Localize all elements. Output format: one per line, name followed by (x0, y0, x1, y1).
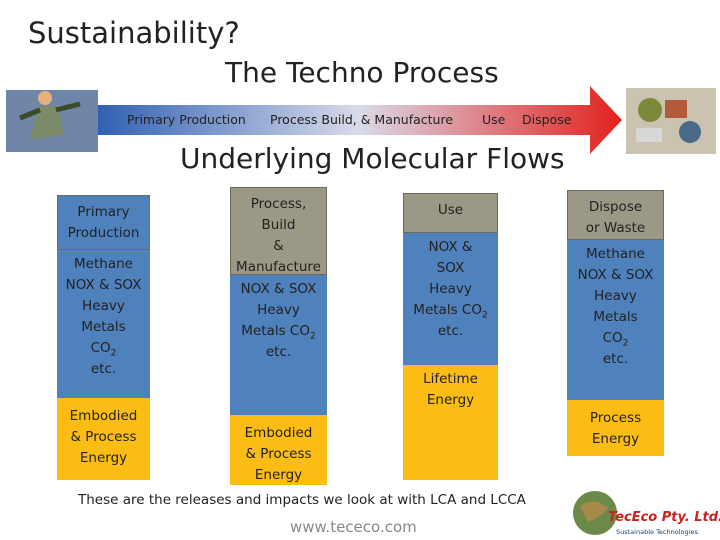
flow-text: Heavy (257, 302, 300, 318)
process-graphic (6, 86, 716, 154)
flow-text: Use (437, 202, 464, 218)
flow-text: & Process (245, 446, 312, 462)
flow-box: NOX & SOX Heavy Metals CO2 etc. (230, 275, 327, 415)
flow-text: Dispose (588, 199, 643, 215)
subscript: 2 (622, 338, 629, 349)
subscript: 2 (110, 348, 117, 359)
flow-box: Dispose or Waste (567, 190, 664, 240)
flow-text: & Process (70, 429, 137, 445)
flow-box: Process Energy (567, 400, 664, 456)
arrow-label: Dispose (522, 112, 572, 127)
flow-text: Heavy (429, 281, 472, 297)
flow-text: Energy (79, 450, 128, 466)
logo-name: TecEco Pty. Ltd. (608, 510, 720, 525)
businessman-clipart (6, 90, 98, 152)
flow-box: Use (403, 193, 498, 233)
flow-box: NOX & SOX Heavy Metals CO2 etc. (403, 233, 498, 365)
waste-clipart (626, 88, 716, 154)
flow-box: Methane NOX & SOX Heavy Metals CO2 etc. (57, 250, 150, 398)
flow-box: Lifetime Energy (403, 365, 498, 480)
flow-text: CO2 (603, 328, 629, 349)
flow-box: Embodied & Process Energy (230, 415, 327, 485)
flow-text: Energy (591, 431, 640, 447)
flow-text: or Waste (585, 220, 646, 236)
flow-text: Methane (586, 246, 645, 262)
flow-text: Energy (254, 467, 303, 483)
flow-box: Methane NOX & SOX Heavy Metals CO2 etc. (567, 240, 664, 400)
flow-text: Production (67, 225, 140, 241)
flow-box: Embodied & Process Energy (57, 398, 150, 480)
flow-box: Process, Build & Manufacture (230, 187, 327, 275)
subscript: 2 (481, 310, 488, 321)
flow-text: Metals CO2 (413, 300, 487, 321)
formula: Metals CO (241, 323, 310, 339)
flow-text: Lifetime (423, 371, 478, 387)
flow-text: Methane (74, 256, 133, 272)
flow-text: & (273, 238, 284, 254)
flow-text: Metals CO2 (241, 321, 315, 342)
flow-text: Metals (593, 309, 638, 325)
flow-text: CO2 (91, 338, 117, 359)
flow-text: etc. (437, 323, 464, 339)
flow-text: etc. (602, 351, 629, 367)
subscript: 2 (309, 331, 316, 342)
flow-text: SOX (436, 260, 465, 276)
flow-text: NOX & (428, 239, 473, 255)
flow-box: Primary Production (57, 195, 150, 250)
flow-text: NOX & SOX (65, 277, 142, 293)
flow-text: Primary (77, 204, 130, 220)
section-title: Underlying Molecular Flows (180, 142, 565, 175)
flow-text: Metals (81, 319, 126, 335)
subtitle: The Techno Process (225, 56, 499, 89)
flow-text: NOX & SOX (577, 267, 654, 283)
flow-text: Energy (426, 392, 475, 408)
flow-text: etc. (265, 344, 292, 360)
formula: CO (602, 330, 623, 346)
flow-text: etc. (90, 361, 117, 377)
arrow-label: Primary Production (127, 112, 246, 127)
formula: CO (90, 340, 111, 356)
arrow-label: Process Build, & Manufacture (270, 112, 454, 127)
formula: Metals CO (413, 302, 482, 318)
flow-text: Embodied (244, 425, 313, 441)
flow-text: Manufacture (236, 259, 321, 275)
flow-text: Heavy (594, 288, 637, 304)
logo-tagline: Sustainable Technologies (616, 528, 698, 536)
footer-note: These are the releases and impacts we lo… (78, 492, 526, 508)
flow-text: Process (589, 410, 642, 426)
flow-text: Embodied (69, 408, 138, 424)
flow-text: Process, (250, 196, 307, 212)
flow-text: Heavy (82, 298, 125, 314)
process-arrow (95, 86, 622, 154)
title: Sustainability? (28, 16, 240, 50)
flow-text: Build (261, 217, 296, 233)
flow-text: NOX & SOX (240, 281, 317, 297)
logo-globe (573, 491, 617, 535)
url: www.tececo.com (290, 518, 417, 536)
arrow-label: Use (482, 112, 506, 127)
